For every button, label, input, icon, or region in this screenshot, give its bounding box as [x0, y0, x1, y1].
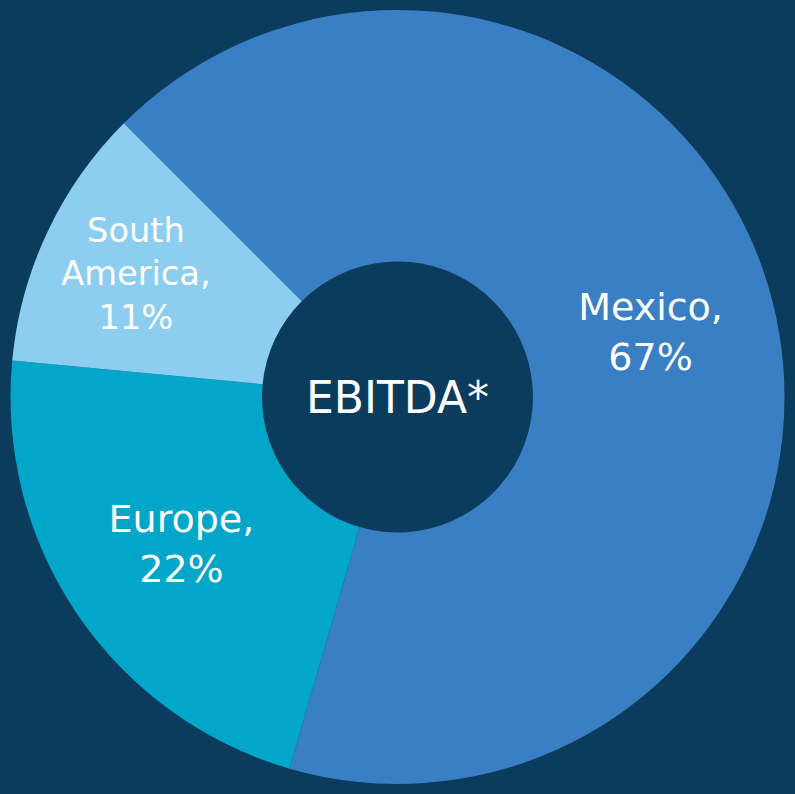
svg-text:Europe,22%: Europe,22%: [109, 497, 255, 590]
svg-text:Mexico,67%: Mexico,67%: [578, 285, 723, 378]
svg-text:SouthAmerica,11%: SouthAmerica,11%: [61, 211, 210, 338]
svg-text:EBITDA*: EBITDA*: [306, 372, 489, 423]
